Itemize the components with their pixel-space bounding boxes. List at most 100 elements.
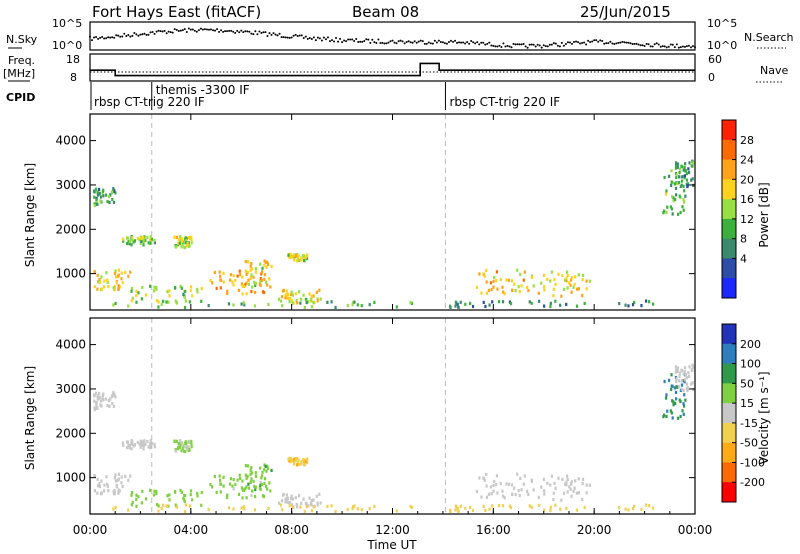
noise-point [252,33,255,36]
velocity-cell [281,493,285,497]
noise-point [431,42,434,45]
noise-point [328,40,331,43]
velocity-cell [240,506,243,510]
velocity-cell [295,502,298,507]
power-cell [244,260,247,264]
velocity-cell [175,439,179,443]
velocity-cell [569,487,572,491]
noise-point [197,29,200,32]
velocity-cell [682,412,685,416]
velocity-cell [105,475,108,479]
power-cell [299,301,302,305]
noise-point [681,45,684,48]
velocity-cell [130,493,133,497]
velocity-cell [142,447,145,451]
velocity-cell [487,492,491,496]
noise-point [435,41,438,44]
power-cell [102,194,105,198]
noise-point [490,44,493,47]
noise-point [397,40,400,43]
velocity-cell [565,480,568,484]
power-cell [117,286,120,290]
noise-point [645,42,648,45]
noise-point [601,39,604,42]
power-colorbar-tick-label: 12 [740,213,754,226]
velocity-cell [302,458,305,462]
power-cell [267,302,270,306]
velocity-cell [644,503,648,507]
noise-point [135,33,138,36]
noise-point [121,35,124,38]
power-cell [674,161,678,165]
velocity-cell [285,497,288,501]
velocity-cell [295,463,299,467]
velocity-cell [184,440,187,444]
power-cell [675,175,678,180]
noise-point [639,44,642,47]
velocity-y-axis: 4000 3000 2000 1000 [55,338,695,485]
velocity-cell [663,413,666,417]
noise-point [123,32,126,35]
velocity-cell [93,399,96,403]
noise-point [343,39,346,42]
power-cell [131,236,134,240]
noise-point [391,39,394,42]
noise-point [179,29,182,32]
velocity-cell [294,496,297,500]
power-cell [266,283,269,287]
velocity-cell [528,504,531,508]
power-cell [226,291,229,296]
noise-point [595,39,598,42]
power-cell [565,279,568,283]
power-cell [326,300,329,304]
velocity-cell [495,482,498,487]
power-cell [297,290,301,294]
power-cell [105,271,108,275]
power-cell [549,301,552,305]
power-cell [457,305,460,309]
power-cell [577,287,581,291]
noise-point [331,39,333,42]
power-cell [550,270,554,274]
noise-point [405,41,408,44]
noise-point [694,46,696,49]
velocity-cell [155,490,158,494]
velocity-cell [360,508,363,512]
noise-point [603,42,606,45]
power-cell [113,189,116,193]
power-cell [146,235,149,240]
power-cell [537,291,540,295]
power-cell [285,293,288,297]
velocity-cell [680,383,684,387]
power-cell [303,259,306,263]
power-cell [285,289,288,293]
noise-point [544,45,547,48]
velocity-cell [356,507,359,511]
velocity-cell [519,476,522,481]
power-cell [318,288,321,292]
power-cell [295,259,299,263]
power-cell [532,284,535,288]
noise-point [306,37,309,40]
velocity-cell [133,443,136,447]
velocity-cell [97,396,100,400]
noise-point [193,29,196,32]
noise-point [506,44,509,47]
velocity-cell [676,416,680,420]
velocity-cell [543,508,546,512]
power-cell [485,291,489,295]
noise-point [377,38,380,41]
velocity-cell [298,462,301,467]
noise-point [466,41,469,44]
power-cell [113,285,116,289]
noise-point [532,43,535,46]
velocity-cell [109,397,112,401]
velocity-cell [549,505,552,509]
velocity-cell [454,508,457,512]
power-cell [149,241,153,245]
velocity-cell [568,485,571,489]
velocity-cell [252,479,255,483]
velocity-cell [188,448,191,452]
y-tick-label: 3000 [55,382,86,396]
velocity-cell [677,384,681,389]
